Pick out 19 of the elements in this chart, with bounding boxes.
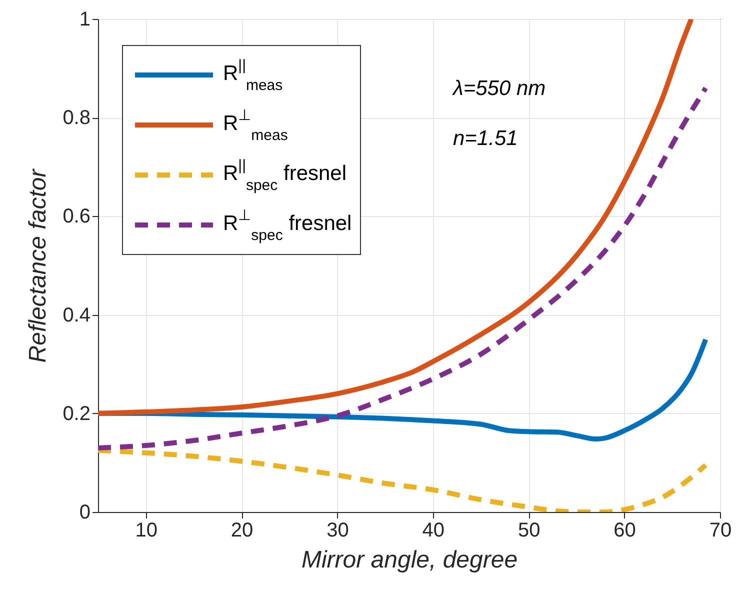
legend-label: R$^{||}$$_{spec}$ fresnel (223, 156, 347, 194)
x-tick-label: 70 (709, 520, 732, 542)
y-tick-label: 0.4 (62, 304, 90, 326)
x-axis-title: Mirror angle, degree (301, 546, 518, 574)
annotation: n=1.51 (453, 127, 518, 150)
x-tick-label: 10 (135, 520, 158, 542)
x-tick-label: 40 (422, 520, 445, 542)
y-tick-label: 0.8 (62, 107, 90, 130)
annotation: λ=550 nm (452, 77, 546, 100)
y-axis-title: Reflectance factor (24, 168, 52, 363)
x-tick-label: 30 (326, 520, 349, 542)
legend-label: R$^{⊥}$$_{spec}$ fresnel (223, 206, 352, 244)
x-tick-label: 50 (518, 520, 540, 542)
y-tick-label: 0 (79, 502, 90, 524)
y-tick-label: 1 (79, 8, 90, 30)
x-tick-label: 20 (230, 520, 254, 542)
y-tick-label: 0.6 (62, 206, 90, 228)
x-tick-label: 60 (614, 520, 636, 542)
y-tick-label: 0.2 (62, 402, 90, 425)
